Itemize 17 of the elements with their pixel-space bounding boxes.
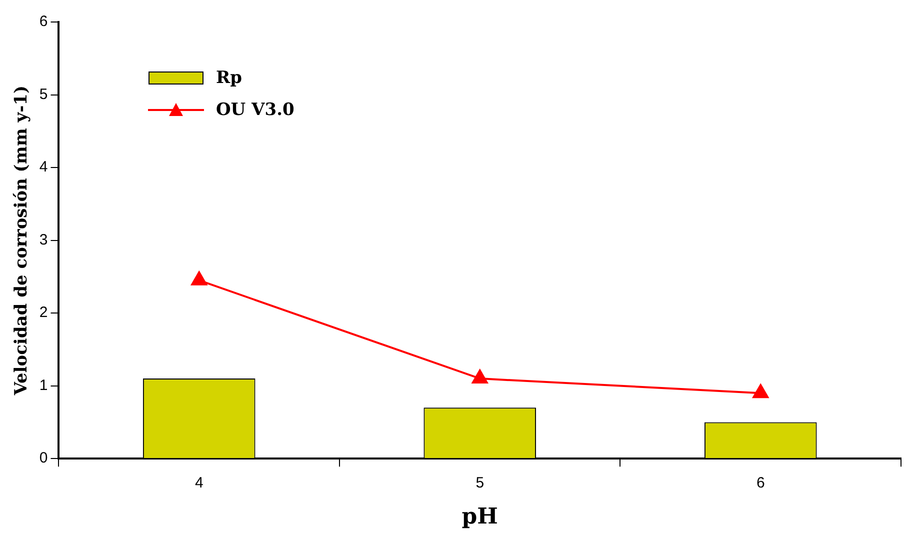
- y-axis-title: Velocidad de corrosión (mm y-1): [12, 85, 32, 396]
- y-tick-label: 5: [39, 86, 48, 103]
- x-tick-label: 5: [476, 474, 484, 492]
- y-tick-label: 1: [39, 376, 48, 394]
- y-tick-label: 6: [39, 13, 48, 30]
- x-tick-label: 6: [756, 474, 765, 492]
- x-tick-label: 4: [194, 474, 204, 492]
- y-tick-label: 0: [39, 450, 48, 467]
- legend-label: Rp: [216, 68, 242, 88]
- y-tick-label: 3: [39, 231, 48, 248]
- y-tick-label: 4: [39, 158, 48, 176]
- point: [752, 384, 769, 398]
- y-tick-label: 2: [39, 304, 48, 322]
- point: [472, 370, 488, 384]
- x-axis-title: pH: [462, 504, 498, 530]
- point: [191, 271, 208, 286]
- legend-label: OU V3.0: [216, 100, 294, 120]
